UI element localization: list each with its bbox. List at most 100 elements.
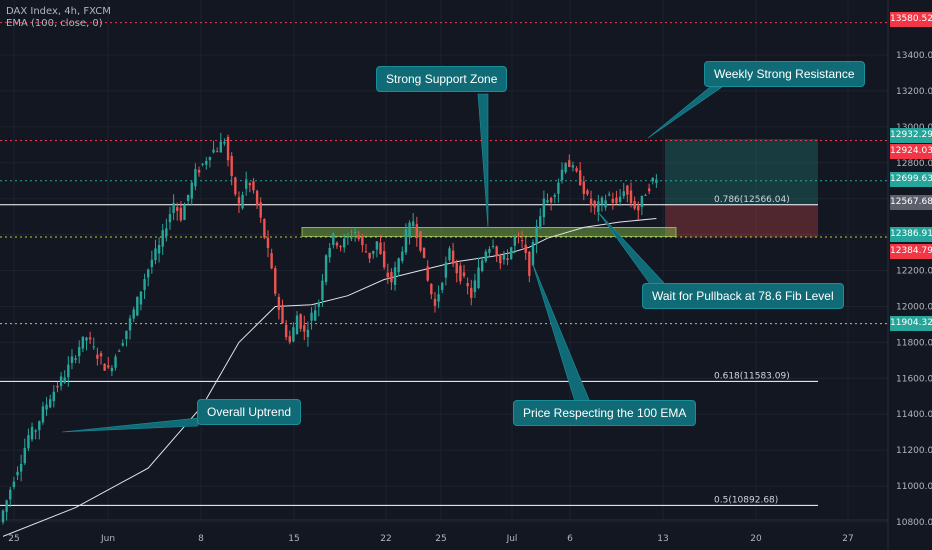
candle-body [306,329,310,337]
candle-body [288,336,291,343]
x-tick-label: 25 [435,534,446,544]
candle-body [582,181,585,194]
candle-body [5,500,8,512]
x-tick-label: 25 [8,534,19,544]
candle-body [190,182,193,199]
candle-body [368,252,371,259]
y-tick-label: 12200.00 [896,267,932,277]
support-zone-box [301,227,677,237]
candle-body [393,267,397,285]
candle-body [299,314,302,329]
candle-body [444,262,448,278]
candle-body [321,280,324,301]
candle-body [263,219,266,238]
candle-body [81,336,85,349]
y-tick-label: 11400.00 [896,410,932,420]
candle-body [9,489,12,500]
candle-body [430,283,433,295]
candle-body [517,235,520,237]
candle-body [604,200,607,208]
candle-body [608,194,611,196]
candle-body [310,312,313,321]
candle-body [110,367,114,372]
candle-body [353,231,357,234]
candle-body [194,169,197,187]
candle-body [506,258,509,260]
candle-body [510,247,513,259]
candle-body [183,205,186,220]
candle-body [499,254,502,264]
candle-body [448,248,451,261]
candle-body [397,258,400,273]
callout-pullback[interactable]: Wait for Pullback at 78.6 Fib Level [642,283,844,309]
target-zone [665,139,818,205]
candle-body [473,280,477,293]
candle-body [241,194,244,209]
candle-body [234,177,237,195]
candle-body [546,200,549,203]
y-tick-label: 12800.00 [896,159,932,169]
candle-body [281,304,284,324]
candle-body [335,242,339,246]
candle-body [415,224,419,239]
candle-body [270,253,273,269]
candle-body [502,254,506,260]
stop-zone [665,204,818,238]
candle-body [597,201,600,212]
candle-body [205,160,208,165]
fib-label: 0.5(10892.68) [714,495,778,505]
x-tick-label: Jun [100,534,115,544]
candle-body [524,244,527,254]
candle-body [390,271,393,283]
candle-body [96,354,99,359]
candle-body [422,247,426,258]
callout-support-zone[interactable]: Strong Support Zone [376,66,508,92]
candle-body [34,430,37,432]
candle-body [647,188,651,192]
candle-body [74,358,77,360]
candle-body [226,136,230,161]
callout-weekly-resistance[interactable]: Weekly Strong Resistance [704,61,865,87]
candle-body [357,235,360,240]
candle-body [589,198,593,206]
candle-body [85,337,88,341]
candle-body [245,179,248,189]
candle-body [12,481,16,488]
candle-body [350,237,353,239]
candle-body [361,236,364,246]
candle-body [382,251,386,268]
candle-body [139,291,143,305]
candle-body [549,197,553,203]
candle-body [168,214,172,223]
candle-body [633,200,636,209]
candle-body [470,287,473,298]
candle-body [324,255,328,283]
candle-body [477,267,480,289]
candle-body [626,185,629,195]
candle-body [637,205,640,211]
candle-body [618,196,622,203]
candle-body [495,246,498,257]
price-tag: 11904.32 [890,316,932,331]
callout-ema-respect[interactable]: Price Respecting the 100 EMA [513,400,697,426]
candle-body [150,259,154,267]
price-tag: 12699.63 [890,172,932,187]
candle-body [600,197,604,204]
candle-body [277,296,281,310]
candle-body [223,141,226,144]
candle-body [575,168,578,172]
candle-body [480,260,484,271]
candle-body [1,510,5,523]
candle-body [622,191,625,197]
candle-body [313,310,317,321]
candle-body [578,170,582,186]
y-tick-label: 13000.00 [896,123,932,133]
candle-body [535,226,538,245]
candle-body [252,181,255,191]
candle-body [520,240,524,242]
callout-uptrend[interactable]: Overall Uptrend [197,399,302,425]
ema-100-line [2,218,657,537]
price-tag: 12567.68 [890,195,932,210]
candle-body [451,250,455,264]
